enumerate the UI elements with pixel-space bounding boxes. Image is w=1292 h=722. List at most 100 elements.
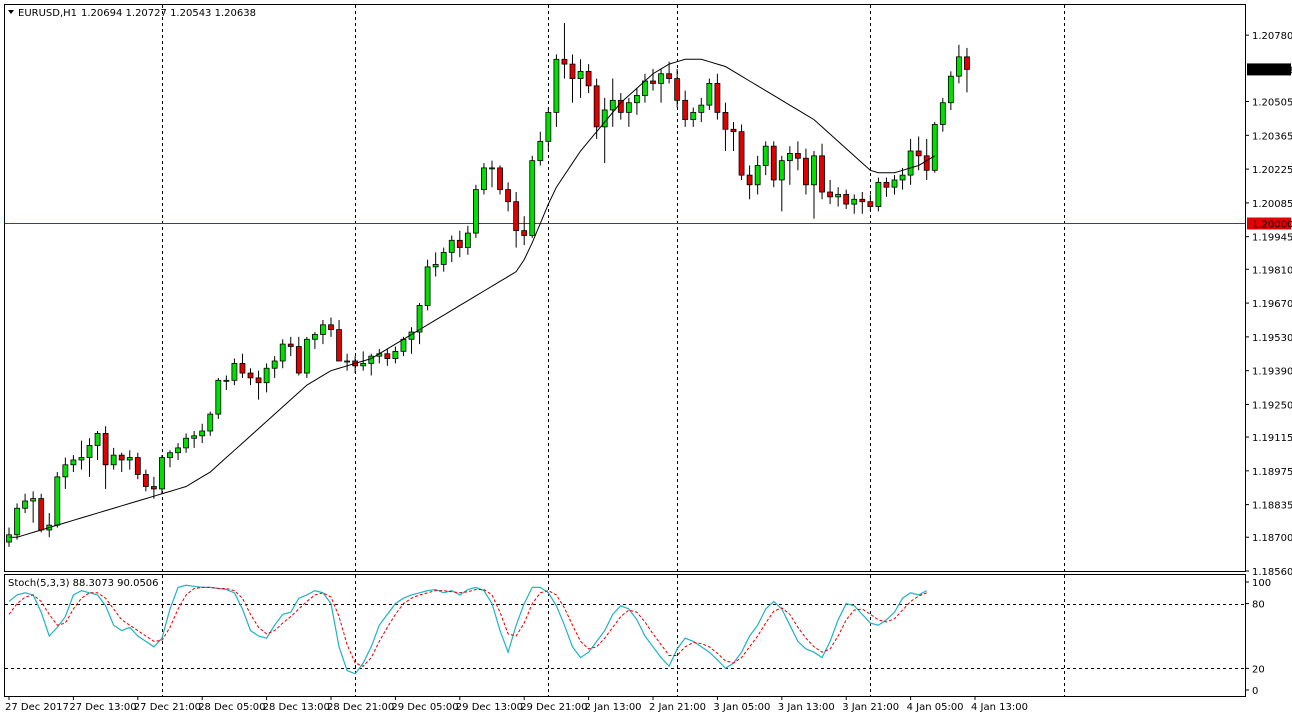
- candle: [947, 71, 954, 110]
- price-tick-label: 1.18835: [1252, 501, 1292, 512]
- price-tick-label: 1.20780: [1252, 31, 1292, 42]
- candle: [62, 457, 69, 489]
- candle: [279, 339, 286, 369]
- candle-body: [231, 363, 238, 381]
- time-tick-label: 3 Jan 21:00: [842, 702, 899, 713]
- candle-body: [867, 201, 874, 207]
- candle-body: [698, 104, 705, 113]
- candle-body: [625, 102, 632, 113]
- candle-body: [400, 338, 407, 352]
- candle: [295, 336, 302, 376]
- price-tick-label: 1.19945: [1252, 233, 1292, 244]
- candle: [384, 348, 391, 366]
- symbol-label: EURUSD,H1: [18, 8, 77, 19]
- candle-body: [537, 140, 544, 162]
- candle: [835, 187, 842, 207]
- candle-body: [754, 165, 761, 186]
- candle: [545, 107, 552, 151]
- candle-body: [30, 498, 37, 502]
- candle-body: [320, 324, 326, 335]
- stoch-label: Stoch(5,3,3) 88.3073 90.0506: [8, 578, 159, 589]
- candle: [931, 122, 938, 173]
- candle-body: [931, 124, 938, 171]
- price-tick-label: 1.18560: [1252, 567, 1292, 578]
- candle: [456, 230, 463, 258]
- candle-body: [827, 191, 833, 198]
- price-tick-label: 1.20085: [1252, 199, 1292, 210]
- candle: [481, 163, 487, 195]
- candle-body: [142, 474, 149, 487]
- time-tick-label: 27 Dec 21:00: [134, 702, 201, 713]
- candle: [939, 97, 946, 132]
- candle: [110, 447, 117, 470]
- candle: [762, 141, 769, 176]
- level-label: 1.20000: [1252, 220, 1292, 231]
- candle-body: [513, 201, 520, 232]
- candle: [14, 503, 20, 540]
- candle-body: [199, 430, 206, 437]
- candle: [199, 423, 206, 444]
- candle: [819, 143, 825, 200]
- stoch-tick-label: 0: [1252, 686, 1258, 697]
- candle: [263, 363, 270, 393]
- candle: [585, 64, 592, 94]
- candle-body: [223, 379, 230, 382]
- candle: [271, 356, 278, 378]
- candle-body: [287, 343, 294, 347]
- candle-body: [714, 83, 721, 113]
- candle: [795, 141, 801, 171]
- candle-body: [255, 377, 262, 384]
- candle-body: [964, 56, 970, 70]
- candle: [30, 491, 37, 523]
- candle: [569, 54, 576, 103]
- candle-body: [891, 179, 898, 188]
- candle: [714, 73, 721, 120]
- candle: [875, 177, 882, 212]
- moving-average-line: [9, 58, 936, 538]
- candle: [489, 160, 495, 188]
- candle-body: [62, 464, 69, 478]
- candle-body: [730, 128, 737, 133]
- candle: [577, 59, 584, 98]
- candle: [770, 141, 777, 188]
- dropdown-triangle-icon[interactable]: [8, 10, 14, 14]
- candle-body: [690, 111, 697, 121]
- candle-body: [875, 181, 882, 207]
- stoch-signal-line: [8, 586, 927, 667]
- time-tick-label: 3 Jan 05:00: [713, 702, 770, 713]
- time-tick-label: 2 Jan 13:00: [585, 702, 642, 713]
- candle: [118, 452, 125, 473]
- candle: [666, 61, 672, 84]
- candle-body: [956, 56, 962, 77]
- stoch-tick-label: 100: [1252, 578, 1271, 589]
- candle-body: [239, 363, 246, 374]
- price-tick-label: 1.19810: [1252, 265, 1292, 276]
- candle: [690, 107, 697, 127]
- candle-body: [682, 99, 689, 121]
- candle-body: [505, 189, 512, 203]
- candle-body: [481, 167, 487, 191]
- candle: [722, 102, 729, 151]
- candle: [424, 259, 431, 311]
- candle-body: [336, 329, 342, 362]
- candle-body: [94, 433, 101, 446]
- period-separators: [162, 5, 1065, 696]
- candle-body: [183, 437, 190, 449]
- candle: [287, 336, 294, 357]
- candle-body: [134, 457, 141, 475]
- candle: [682, 90, 689, 127]
- candle: [191, 431, 198, 448]
- candle: [899, 167, 906, 190]
- candle: [432, 252, 439, 277]
- time-tick-label: 28 Dec 21:00: [327, 702, 394, 713]
- candle-body: [609, 99, 616, 111]
- candle-body: [521, 230, 528, 236]
- candle: [537, 131, 544, 166]
- time-tick-label: 28 Dec 13:00: [263, 702, 330, 713]
- candle-body: [947, 75, 954, 104]
- candle-body: [432, 264, 439, 268]
- candle: [70, 455, 77, 473]
